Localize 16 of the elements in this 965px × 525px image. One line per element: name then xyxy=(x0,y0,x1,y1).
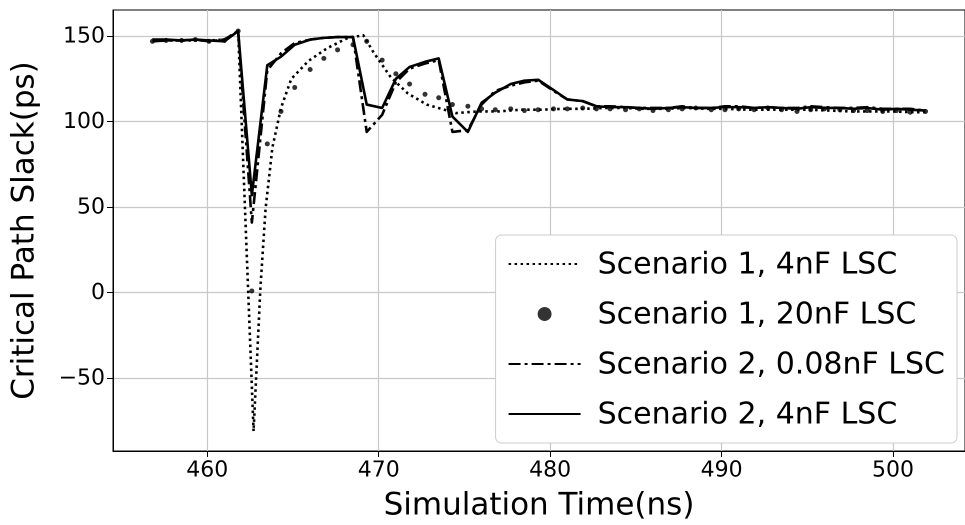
y-tick-label: 0 xyxy=(91,280,105,306)
x-tick-label: 500 xyxy=(872,458,914,482)
legend-label: Scenario 1, 4nF LSC xyxy=(598,246,898,282)
y-tick-label: 150 xyxy=(63,24,105,49)
y-tick-label: −50 xyxy=(58,366,105,391)
legend-label: Scenario 2, 4nF LSC xyxy=(598,396,898,432)
x-tick-label: 490 xyxy=(700,458,743,482)
y-tick-label: 50 xyxy=(77,194,105,220)
legend-label: Scenario 2, 0.08nF LSC xyxy=(598,346,946,382)
x-axis-title: Simulation Time(ns) xyxy=(384,486,694,522)
x-tick-label: 460 xyxy=(186,458,228,482)
y-axis-title: Critical Path Slack(ps) xyxy=(6,61,42,400)
legend-label: Scenario 1, 20nF LSC xyxy=(598,296,916,332)
x-tick-label: 480 xyxy=(529,458,572,482)
y-tick-label: 100 xyxy=(63,109,105,134)
x-tick-label: 470 xyxy=(358,458,400,482)
